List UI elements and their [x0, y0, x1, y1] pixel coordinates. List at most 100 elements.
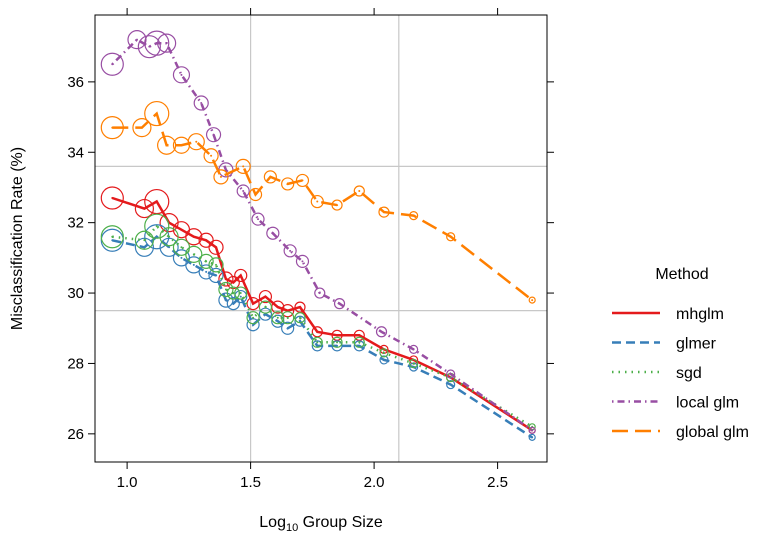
point-glmer: [246, 318, 260, 332]
point-global-glm: [263, 170, 277, 184]
x-axis-label-main: Log: [259, 514, 286, 531]
point-mhglm: [100, 186, 124, 210]
point-sgd: [331, 336, 343, 348]
legend-label-glmer: glmer: [676, 336, 717, 353]
point-sgd: [258, 300, 273, 314]
point-center-global-glm: [316, 200, 319, 203]
point-center-sgd: [205, 260, 208, 263]
point-center-glmer: [299, 320, 302, 323]
point-center-mhglm: [143, 207, 146, 210]
point-center-glmer: [232, 302, 235, 305]
point-local-glm: [236, 184, 250, 198]
point-global-glm: [528, 296, 536, 304]
point-center-global-glm: [111, 126, 114, 129]
series-sgd: [100, 213, 536, 431]
point-glmer: [311, 340, 323, 352]
point-center-glmer: [205, 270, 208, 273]
point-center-global-glm: [382, 211, 385, 214]
point-local-glm: [172, 66, 191, 84]
point-global-glm: [446, 232, 456, 242]
point-center-sgd: [155, 225, 158, 228]
point-center-glmer: [382, 358, 385, 361]
point-center-sgd: [412, 362, 415, 365]
point-local-glm: [375, 326, 388, 338]
point-center-global-glm: [155, 112, 158, 115]
point-mhglm: [198, 232, 214, 248]
legend-title: Method: [655, 266, 708, 283]
x-tick-label: 1.0: [117, 474, 138, 491]
point-sgd: [198, 253, 214, 269]
point-center-mhglm: [155, 200, 158, 203]
point-glmer: [331, 340, 343, 352]
point-center-mhglm: [276, 306, 279, 309]
point-sgd: [100, 225, 124, 249]
point-glmer: [271, 314, 285, 328]
x-axis-label-subscript: 10: [286, 522, 298, 534]
point-local-glm: [314, 287, 326, 299]
point-center-local-glm: [301, 260, 304, 263]
point-mhglm: [218, 271, 234, 287]
point-center-mhglm: [205, 239, 208, 242]
point-global-glm: [203, 148, 219, 164]
series-line-local-glm: [111, 38, 533, 432]
point-sgd: [226, 286, 240, 300]
y-tick-label: 30: [67, 285, 84, 302]
point-center-local-glm: [111, 63, 114, 66]
point-global-glm: [378, 206, 390, 218]
point-center-global-glm: [286, 182, 289, 185]
point-center-local-glm: [449, 373, 452, 376]
reference-lines: [95, 15, 547, 462]
point-sgd: [218, 281, 234, 298]
point-local-glm: [251, 212, 265, 226]
legend: Method mhglm glmer sgd local glm global glm: [612, 266, 749, 441]
point-global-glm: [235, 158, 251, 174]
x-axis-label: Log10 Group Size: [259, 514, 383, 534]
point-center-global-glm: [140, 126, 143, 129]
y-tick-label: 34: [67, 144, 84, 161]
point-center-local-glm: [380, 330, 383, 333]
point-center-sgd: [286, 316, 289, 319]
point-sgd: [234, 286, 248, 300]
point-center-global-glm: [254, 193, 257, 196]
point-center-global-glm: [219, 175, 222, 178]
point-center-sgd: [276, 316, 279, 319]
point-center-sgd: [239, 292, 242, 295]
point-local-glm: [446, 369, 456, 379]
legend-label-mhglm: mhglm: [676, 306, 724, 323]
point-mhglm: [234, 268, 248, 283]
point-center-sgd: [316, 341, 319, 344]
point-glmer: [379, 355, 389, 365]
point-mhglm: [208, 239, 224, 255]
point-center-local-glm: [224, 168, 227, 171]
point-center-glmer: [143, 246, 146, 249]
point-glmer: [281, 321, 295, 335]
point-center-local-glm: [318, 292, 321, 295]
point-local-glm: [100, 52, 124, 76]
point-center-local-glm: [242, 189, 245, 192]
plot-frame: [94, 14, 548, 463]
point-sgd: [409, 358, 419, 369]
point-center-local-glm: [257, 218, 260, 221]
point-center-sgd: [168, 235, 171, 238]
point-center-mhglm: [215, 246, 218, 249]
point-center-mhglm: [316, 330, 319, 333]
point-sgd: [311, 336, 323, 348]
point-sgd: [185, 245, 203, 263]
point-local-glm: [409, 344, 419, 354]
point-center-glmer: [192, 263, 195, 266]
x-axis-label-rest: Group Size: [298, 514, 383, 531]
point-local-glm: [528, 426, 536, 434]
point-center-glmer: [224, 299, 227, 302]
y-axis-label: Misclassification Rate (%): [9, 147, 26, 330]
point-center-mhglm: [264, 295, 267, 298]
point-center-global-glm: [165, 144, 168, 147]
point-center-sgd: [299, 316, 302, 319]
point-local-glm: [193, 95, 209, 111]
point-center-global-glm: [449, 235, 452, 238]
point-glmer: [353, 340, 365, 352]
point-glmer: [159, 237, 179, 257]
point-center-mhglm: [299, 306, 302, 309]
point-global-glm: [248, 187, 263, 202]
y-tick-label: 32: [67, 215, 84, 232]
point-center-mhglm: [336, 334, 339, 337]
